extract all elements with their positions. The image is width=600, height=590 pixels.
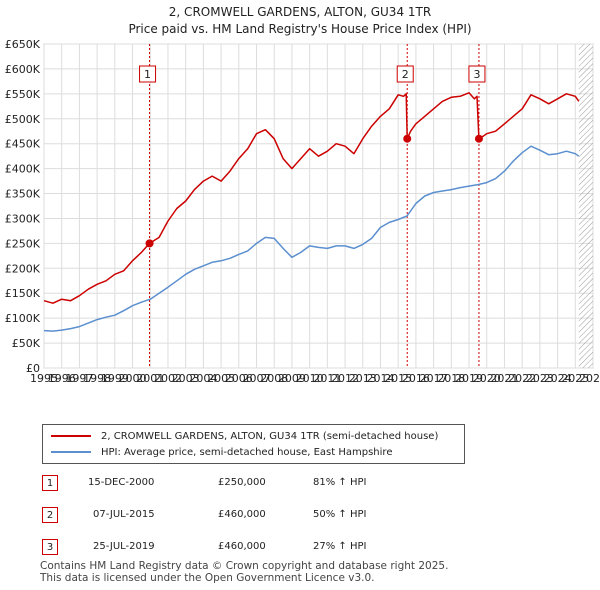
x-tick-label: 2014	[366, 372, 394, 385]
x-tick-label: 2021	[490, 372, 518, 385]
sale-badge-label: 2	[402, 68, 409, 81]
y-tick-label: £600K	[5, 63, 41, 76]
x-tick-label: 2006	[225, 372, 253, 385]
y-tick-label: £300K	[5, 212, 41, 225]
property-price-line	[43, 92, 580, 304]
chart-title-line2: Price paid vs. HM Land Registry's House …	[128, 22, 472, 36]
x-tick-label: 2004	[189, 372, 217, 385]
x-tick-label: 2025	[561, 372, 589, 385]
x-tick-label: 1996	[48, 372, 76, 385]
transaction-date: 15-DEC-2000	[88, 477, 155, 488]
transaction-price: £460,000	[218, 541, 266, 552]
sale-badge	[139, 65, 157, 83]
transaction-number: 2	[42, 507, 58, 523]
x-tick-label: 1998	[83, 372, 111, 385]
transaction-price: £460,000	[218, 509, 266, 520]
x-tick-label: 2010	[296, 372, 324, 385]
legend: 2, CROMWELL GARDENS, ALTON, GU34 1TR (se…	[42, 424, 465, 464]
y-tick-label: £500K	[5, 113, 41, 126]
x-tick-label: 2011	[313, 372, 341, 385]
y-tick-label: £150K	[5, 287, 41, 300]
x-tick-label: 2009	[278, 372, 306, 385]
y-tick-label: £0	[26, 362, 40, 375]
footer: Contains HM Land Registry data © Crown c…	[40, 560, 448, 584]
y-tick-label: £400K	[5, 163, 41, 176]
x-tick-label: 2017	[420, 372, 448, 385]
chart-title-line1: 2, CROMWELL GARDENS, ALTON, GU34 1TR	[168, 5, 432, 19]
sale-badge	[396, 65, 414, 83]
sale-points	[145, 134, 483, 248]
transaction-price: £250,000	[218, 477, 266, 488]
footer-line2: This data is licensed under the Open Gov…	[40, 572, 375, 584]
y-axis: £0 £50K £100K £150K £200K £250K £300K £350K £400…	[5, 38, 41, 375]
x-tick-label: 1997	[65, 372, 93, 385]
legend-swatch-property	[51, 435, 91, 437]
sale-badge-label: 1	[144, 68, 151, 81]
hpi-line	[43, 145, 580, 332]
y-tick-label: £550K	[5, 88, 41, 101]
x-axis: 1995199619971998199920002001200220032004…	[30, 372, 600, 385]
y-tick-label: £50K	[12, 337, 41, 350]
transaction-date: 07-JUL-2015	[93, 509, 155, 520]
price-chart: 1 2 3 £0 £50K £100K £150K £200K £250K £300K £350K…	[5, 38, 600, 385]
x-tick-label: 1999	[101, 372, 129, 385]
x-tick-label: 2007	[243, 372, 271, 385]
x-tick-label: 2018	[437, 372, 465, 385]
y-tick-label: £100K	[5, 312, 41, 325]
x-tick-label: 2023	[526, 372, 554, 385]
transaction-number: 3	[42, 539, 58, 555]
sale-point	[474, 134, 483, 143]
sale-marker-lines	[149, 44, 480, 368]
y-tick-label: £650K	[5, 38, 41, 51]
transaction-number: 1	[42, 475, 58, 491]
forecast-hatch	[578, 44, 593, 368]
legend-item-property: 2, CROMWELL GARDENS, ALTON, GU34 1TR (se…	[51, 429, 438, 443]
sale-badge-label: 3	[473, 68, 480, 81]
x-tick-label: 2019	[455, 372, 483, 385]
x-tick-label: 2015	[384, 372, 412, 385]
x-tick-label: 2024	[544, 372, 572, 385]
x-tick-label: 2008	[260, 372, 288, 385]
x-tick-label: 2022	[508, 372, 536, 385]
x-tick-label: 2016	[402, 372, 430, 385]
y-tick-label: £200K	[5, 262, 41, 275]
y-tick-label: £450K	[5, 138, 41, 151]
y-tick-label: £350K	[5, 188, 41, 201]
x-tick-label: 1995	[30, 372, 58, 385]
x-tick-label: 2003	[172, 372, 200, 385]
x-tick-label: 2000	[119, 372, 147, 385]
grid	[43, 43, 594, 369]
transaction-hpi: 27% ↑ HPI	[313, 541, 367, 552]
x-tick-label: 2013	[349, 372, 377, 385]
transaction-hpi: 50% ↑ HPI	[313, 509, 367, 520]
sale-badge	[468, 65, 486, 83]
legend-item-hpi: HPI: Average price, semi-detached house,…	[51, 445, 392, 459]
chart-title: 2, CROMWELL GARDENS, ALTON, GU34 1TR Pri…	[0, 4, 600, 38]
sale-badges: 1 2 3	[139, 65, 486, 83]
transaction-date: 25-JUL-2019	[93, 541, 155, 552]
plot-area	[43, 43, 594, 369]
sale-point	[145, 239, 154, 248]
x-tick-label: 2026	[579, 372, 600, 385]
legend-label-property: 2, CROMWELL GARDENS, ALTON, GU34 1TR (se…	[101, 430, 439, 442]
footer-line1: Contains HM Land Registry data © Crown c…	[40, 560, 449, 572]
legend-label-hpi: HPI: Average price, semi-detached house,…	[101, 446, 393, 458]
x-tick-label: 2012	[331, 372, 359, 385]
x-tick-label: 2005	[207, 372, 235, 385]
series-lines	[43, 92, 580, 332]
sale-point	[403, 134, 412, 143]
y-tick-label: £250K	[5, 237, 41, 250]
legend-swatch-hpi	[51, 451, 91, 453]
x-tick-label: 2002	[154, 372, 182, 385]
x-tick-label: 2020	[473, 372, 501, 385]
transaction-hpi: 81% ↑ HPI	[313, 477, 367, 488]
x-tick-label: 2001	[136, 372, 164, 385]
